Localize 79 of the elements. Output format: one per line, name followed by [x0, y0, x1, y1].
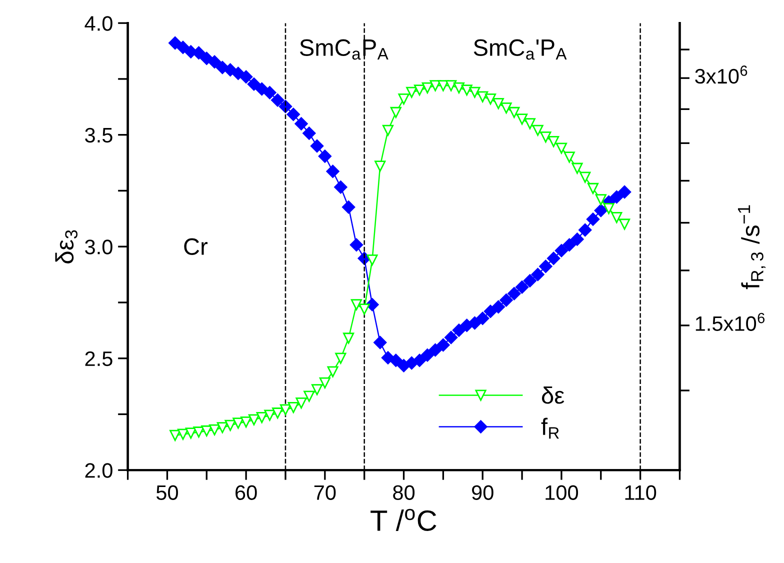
point: [327, 366, 338, 378]
y2-tick-label: 3x10$^{6}$: [695, 66, 748, 84]
point: [240, 416, 252, 428]
point: [398, 94, 410, 105]
point: [208, 424, 220, 436]
point: [430, 80, 441, 92]
point: [390, 106, 402, 118]
point: [224, 420, 236, 431]
x-tick-label: 100: [546, 485, 578, 500]
x-tick-label: 70: [314, 485, 336, 500]
point: [461, 84, 472, 96]
x-tick-label: 60: [236, 485, 257, 500]
x-axis-title: T /$^{o}$C: [370, 508, 436, 531]
point: [248, 414, 260, 426]
point: [185, 428, 196, 439]
x-tick-label: 110: [625, 485, 656, 500]
point: [446, 80, 457, 92]
point: [264, 410, 276, 421]
y-tick-label: 2.5: [85, 351, 112, 366]
point: [366, 254, 378, 266]
point: [540, 132, 552, 143]
y-tick-label: 3.0: [85, 240, 112, 254]
y2-tick-label: 1.5x10$^{6}$: [696, 312, 765, 331]
point: [508, 106, 520, 118]
point: [193, 426, 204, 438]
annotation: Cr: [184, 238, 208, 255]
y-tick-label: 2.0: [85, 463, 112, 478]
point: [477, 91, 488, 102]
point: [288, 402, 299, 414]
legend-label: δε: [542, 386, 564, 404]
point: [272, 408, 284, 419]
point: [556, 142, 568, 154]
x-tick-label: 90: [472, 485, 494, 500]
x-tick-label: 50: [156, 485, 178, 500]
point: [382, 124, 394, 136]
annotation: SmC$_{a}$'P$_{A}$: [474, 39, 567, 60]
point: [374, 160, 386, 172]
point: [516, 114, 528, 125]
point: [611, 212, 622, 224]
point: [548, 136, 560, 148]
point: [618, 218, 630, 230]
point: [524, 118, 536, 130]
point: [532, 124, 544, 136]
point: [304, 390, 315, 402]
point: [422, 82, 433, 94]
y-tick-label: 3.5: [85, 128, 112, 143]
point: [335, 352, 346, 364]
y-axis-title: δε$_{3}$: [55, 230, 78, 264]
point: [572, 162, 583, 174]
point: [343, 332, 354, 344]
legend-label: f$_{R}$: [541, 418, 559, 439]
point: [232, 418, 244, 429]
point: [603, 203, 614, 214]
point: [580, 172, 591, 183]
x-tick-label: 80: [393, 485, 415, 500]
point: [350, 299, 362, 310]
point: [201, 425, 212, 437]
point: [587, 182, 599, 194]
point: [177, 428, 189, 440]
point: [358, 304, 370, 315]
point: [311, 384, 323, 396]
y-tick-label: 4.0: [84, 16, 112, 31]
point: [438, 80, 449, 92]
point: [414, 84, 426, 96]
point: [564, 152, 575, 163]
y2-axis-title: f$_{R,3}$ /s$^{−1}$: [738, 205, 766, 290]
point: [500, 102, 512, 114]
point: [406, 86, 418, 98]
point: [170, 430, 181, 442]
point: [319, 377, 330, 388]
point: [296, 397, 307, 409]
point: [492, 98, 504, 110]
point: [484, 94, 496, 105]
point: [469, 86, 480, 98]
point: [216, 422, 228, 434]
point: [595, 194, 606, 206]
point: [453, 82, 465, 94]
point: [280, 404, 292, 416]
point: [256, 412, 268, 424]
